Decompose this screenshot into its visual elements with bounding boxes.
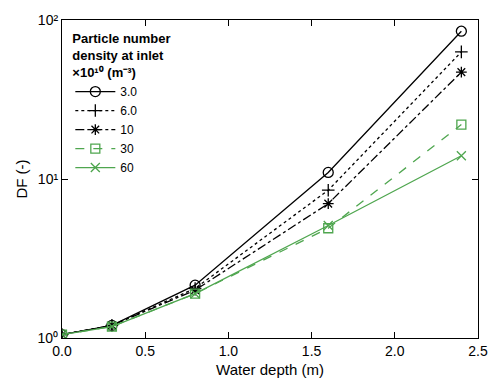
svg-text:6.0: 6.0 xyxy=(120,104,137,118)
svg-text:0.5: 0.5 xyxy=(135,343,155,359)
svg-text:1.5: 1.5 xyxy=(302,343,322,359)
svg-text:0.0: 0.0 xyxy=(52,343,72,359)
svg-text:Water depth (m): Water depth (m) xyxy=(216,361,324,378)
svg-text:10²: 10² xyxy=(38,12,59,28)
svg-text:3.0: 3.0 xyxy=(120,85,137,99)
svg-text:10¹: 10¹ xyxy=(38,171,59,187)
svg-text:1.0: 1.0 xyxy=(219,343,239,359)
svg-text:30: 30 xyxy=(120,142,134,156)
svg-text:Particle numberdensity at inle: Particle numberdensity at inlet×10¹⁰ (m⁻… xyxy=(72,31,170,80)
svg-text:2.5: 2.5 xyxy=(468,343,488,359)
svg-text:60: 60 xyxy=(120,161,134,175)
svg-text:2.0: 2.0 xyxy=(385,343,405,359)
svg-text:10: 10 xyxy=(120,123,134,137)
svg-text:DF (-): DF (-) xyxy=(13,159,30,198)
svg-text:10⁰: 10⁰ xyxy=(38,330,59,346)
